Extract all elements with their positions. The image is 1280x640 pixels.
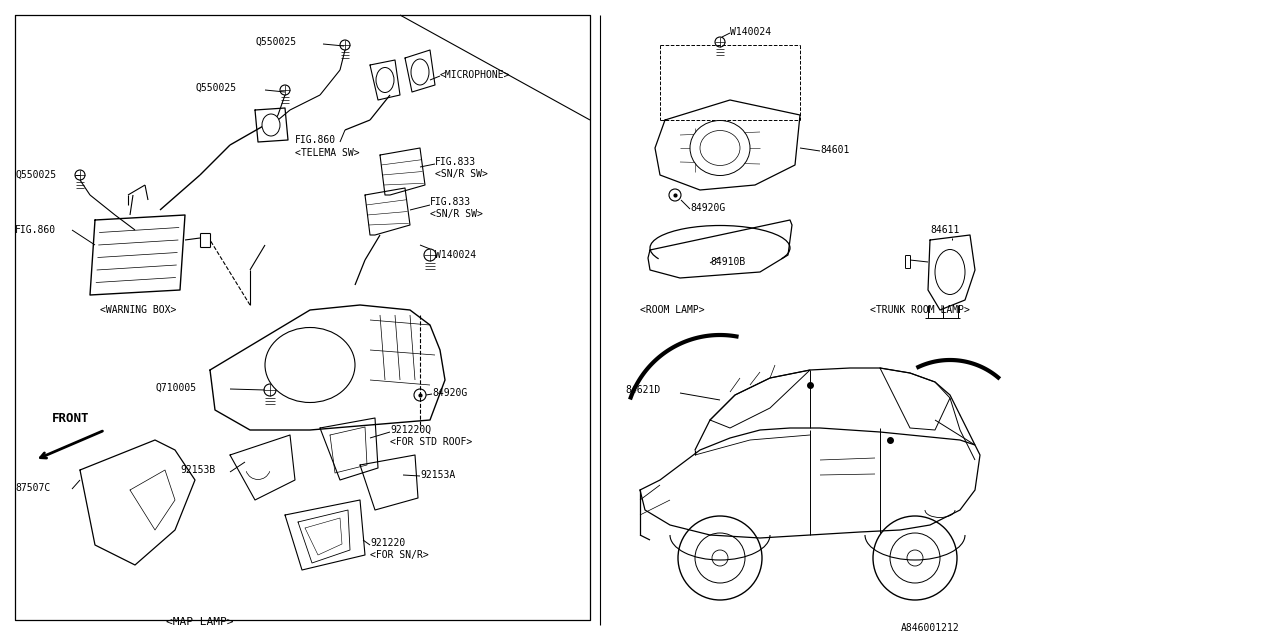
Text: <FOR STD ROOF>: <FOR STD ROOF> xyxy=(390,437,472,447)
Text: Q710005: Q710005 xyxy=(155,383,196,393)
Text: W140024: W140024 xyxy=(435,250,476,260)
Ellipse shape xyxy=(376,67,394,93)
Text: FIG.860: FIG.860 xyxy=(15,225,56,235)
Text: FRONT: FRONT xyxy=(52,412,90,424)
Ellipse shape xyxy=(690,120,750,175)
Text: FIG.833: FIG.833 xyxy=(435,157,476,167)
Text: 84611: 84611 xyxy=(931,225,960,235)
Text: <MICROPHONE>: <MICROPHONE> xyxy=(440,70,511,80)
Text: <TELEMA SW>: <TELEMA SW> xyxy=(294,148,360,158)
Text: 84601: 84601 xyxy=(820,145,850,155)
Ellipse shape xyxy=(262,114,280,136)
Text: 84910B: 84910B xyxy=(710,257,745,267)
Text: A846001212: A846001212 xyxy=(901,623,960,633)
Text: 84621D: 84621D xyxy=(625,385,660,395)
Text: <WARNING BOX>: <WARNING BOX> xyxy=(100,305,177,315)
Text: 921220Q: 921220Q xyxy=(390,425,431,435)
Text: <FOR SN/R>: <FOR SN/R> xyxy=(370,550,429,560)
Text: 921220: 921220 xyxy=(370,538,406,548)
Text: <ROOM LAMP>: <ROOM LAMP> xyxy=(640,305,704,315)
Text: FIG.860: FIG.860 xyxy=(294,135,337,145)
Text: Q550025: Q550025 xyxy=(195,83,236,93)
Text: 84920G: 84920G xyxy=(690,203,726,213)
Ellipse shape xyxy=(411,59,429,85)
Ellipse shape xyxy=(934,250,965,294)
Text: Q550025: Q550025 xyxy=(15,170,56,180)
Ellipse shape xyxy=(700,131,740,166)
Text: <TRUNK ROOM LAMP>: <TRUNK ROOM LAMP> xyxy=(870,305,970,315)
Text: Q550025: Q550025 xyxy=(255,37,296,47)
Text: <SN/R SW>: <SN/R SW> xyxy=(430,209,483,219)
Text: <SN/R SW>: <SN/R SW> xyxy=(435,169,488,179)
Text: 92153B: 92153B xyxy=(180,465,215,475)
Text: FIG.833: FIG.833 xyxy=(430,197,471,207)
Text: 84920G: 84920G xyxy=(433,388,467,398)
Text: <MAP LAMP>: <MAP LAMP> xyxy=(166,617,234,627)
Ellipse shape xyxy=(265,328,355,403)
Text: 92153A: 92153A xyxy=(420,470,456,480)
Text: 87507C: 87507C xyxy=(15,483,50,493)
Text: W140024: W140024 xyxy=(730,27,771,37)
